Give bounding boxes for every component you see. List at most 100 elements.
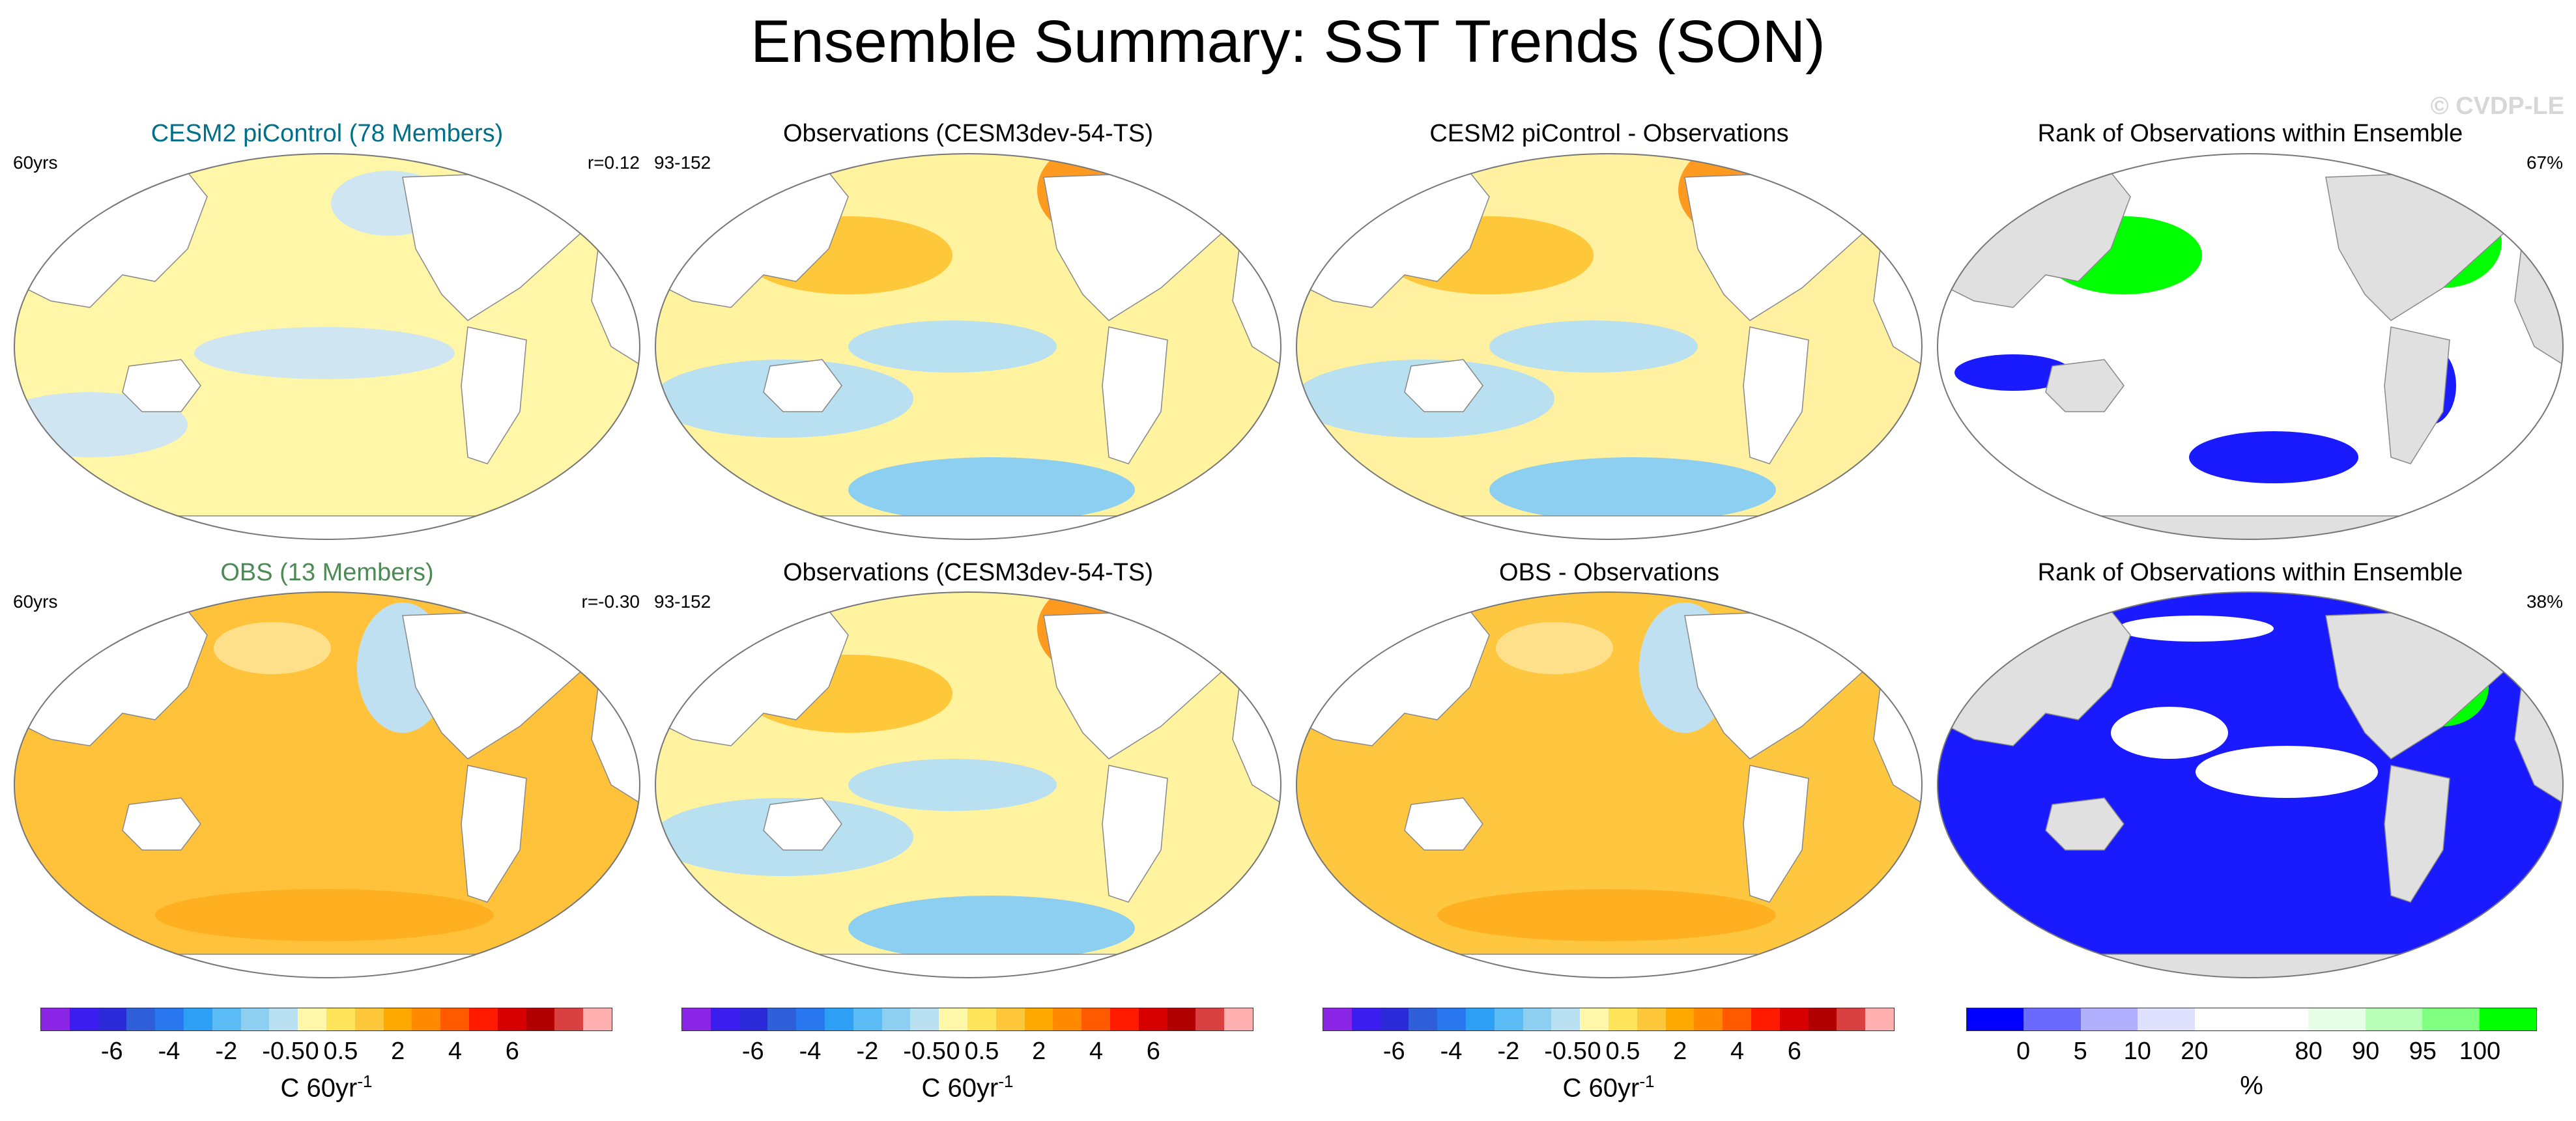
colorbar-tick-label: -6 <box>100 1038 123 1065</box>
colorbar-swatch <box>212 1008 241 1030</box>
colorbar-swatch <box>1723 1008 1751 1030</box>
colorbar-swatch <box>1351 1008 1381 1030</box>
colorbar-tick-label: 0 <box>946 1038 960 1065</box>
colorbar-tick-label: 2 <box>391 1038 405 1065</box>
colorbar-tick-label: 10 <box>2123 1038 2151 1065</box>
colorbar-swatch <box>1138 1008 1167 1030</box>
colorbar <box>1323 1008 1895 1031</box>
map-outline <box>1937 153 2564 540</box>
colorbar-swatch <box>1694 1008 1723 1030</box>
anomaly-region <box>1437 889 1776 941</box>
colorbar-swatch <box>796 1008 825 1030</box>
anomaly-region <box>1489 320 1698 373</box>
map-outline <box>655 591 1281 978</box>
colorbar-tick-label: -6 <box>741 1038 764 1065</box>
panel-left-label: 60yrs <box>13 591 58 612</box>
colorbar-swatch <box>440 1008 469 1030</box>
colorbar-tick-label: -4 <box>1440 1038 1463 1065</box>
map-outline <box>14 153 640 540</box>
watermark: © CVDP-LE <box>2430 92 2564 120</box>
continent-shape <box>1743 765 1809 903</box>
colorbar-swatch <box>554 1008 584 1030</box>
colorbar-tick-label: 4 <box>448 1038 463 1065</box>
continent-shape <box>1938 954 2563 978</box>
colorbar-swatch <box>1637 1008 1666 1030</box>
colorbar-tick-label: 0 <box>2016 1038 2031 1065</box>
colorbar-swatch <box>1167 1008 1196 1030</box>
colorbar-swatch <box>1808 1008 1837 1030</box>
colorbar-tick-label: 5 <box>2073 1038 2087 1065</box>
continent-shape <box>2045 359 2125 412</box>
colorbar-swatch <box>126 1008 156 1030</box>
colorbar-swatch <box>1380 1008 1409 1030</box>
panel-right-label: 38% <box>2526 591 2563 612</box>
map-panel <box>1296 153 1923 540</box>
colorbar-swatch <box>995 1008 1025 1030</box>
colorbar-swatch <box>881 1008 911 1030</box>
continent-shape <box>763 797 842 851</box>
colorbar-swatch <box>853 1008 882 1030</box>
map-outline <box>1937 591 2564 978</box>
panel-title: Rank of Observations within Ensemble <box>2037 120 2463 147</box>
colorbar-swatch <box>2252 1008 2309 1030</box>
continent-shape <box>2384 765 2450 903</box>
map-outline <box>14 591 640 978</box>
anomaly-region <box>1954 354 2072 391</box>
colorbar-tick-label: 100 <box>2459 1038 2501 1065</box>
colorbar-swatch <box>1665 1008 1695 1030</box>
colorbar-tick-label: 0.5 <box>964 1038 999 1065</box>
colorbar-swatch <box>2422 1008 2480 1030</box>
colorbar-swatch <box>1523 1008 1552 1030</box>
continent-shape <box>2384 326 2450 464</box>
colorbar-swatch <box>1437 1008 1466 1030</box>
map-panel <box>1937 591 2564 978</box>
map-outline <box>1296 153 1923 540</box>
colorbar-tick-label: -6 <box>1382 1038 1405 1065</box>
colorbar <box>681 1008 1253 1031</box>
colorbar-tick-label: -2 <box>1497 1038 1520 1065</box>
anomaly-region <box>2117 616 2274 642</box>
colorbar-tick-label: 0.5 <box>323 1038 358 1065</box>
continent-shape <box>461 765 527 903</box>
colorbar-swatch <box>2138 1008 2195 1030</box>
continent-shape <box>2045 797 2125 851</box>
colorbar-tick-label: -0.5 <box>262 1038 305 1065</box>
anomaly-region <box>848 457 1135 522</box>
colorbar-tick-label: -4 <box>158 1038 180 1065</box>
continent-shape <box>1296 515 1922 539</box>
anomaly-region <box>155 889 494 941</box>
colorbar-tick-label: -2 <box>215 1038 238 1065</box>
anomaly-region <box>1496 622 1613 674</box>
continent-shape <box>1102 765 1168 903</box>
continent-shape <box>1938 515 2563 539</box>
continent-shape <box>122 797 201 851</box>
panel-left-label: 60yrs <box>13 152 58 173</box>
colorbar-swatch <box>326 1008 355 1030</box>
panel-right-label: r=-0.30 <box>581 591 640 612</box>
colorbar-swatch <box>939 1008 967 1030</box>
page-title: Ensemble Summary: SST Trends (SON) <box>751 8 1825 75</box>
colorbar-swatch <box>183 1008 212 1030</box>
anomaly-region <box>214 622 331 674</box>
colorbar-tick-label: 4 <box>1730 1038 1745 1065</box>
colorbar-swatch <box>69 1008 98 1030</box>
colorbar <box>40 1008 612 1031</box>
colorbar-swatch <box>240 1008 270 1030</box>
map-outline <box>655 153 1281 540</box>
colorbar-swatch <box>1109 1008 1139 1030</box>
colorbar-swatch <box>1081 1008 1110 1030</box>
colorbar-tick-label: -0.5 <box>903 1038 946 1065</box>
continent-shape <box>1102 326 1168 464</box>
continent-shape <box>1404 797 1483 851</box>
colorbar-swatch <box>910 1008 939 1030</box>
colorbar-unit-exponent: -1 <box>357 1071 373 1091</box>
anomaly-region <box>848 320 1057 373</box>
map-panel <box>655 153 1281 540</box>
colorbar-tick-label: 95 <box>2409 1038 2437 1065</box>
colorbar-swatch <box>583 1008 612 1030</box>
map-panel <box>14 153 640 540</box>
colorbar-tick-label: -2 <box>856 1038 879 1065</box>
continent-shape <box>1404 359 1483 412</box>
colorbar-swatch <box>2024 1008 2081 1030</box>
map-panel <box>14 591 640 978</box>
